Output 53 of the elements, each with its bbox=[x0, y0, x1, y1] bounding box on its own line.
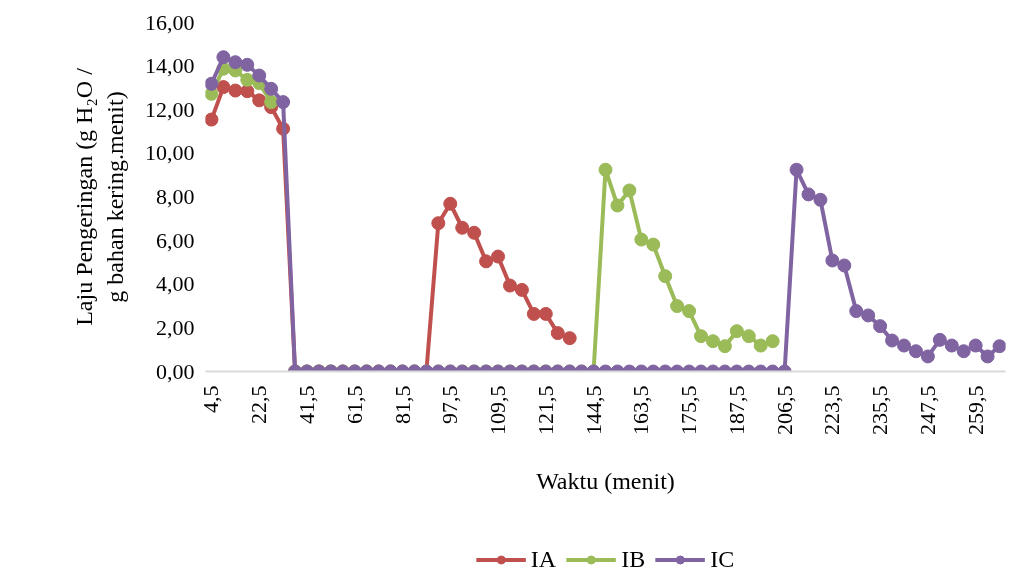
legend-label: IC bbox=[710, 545, 735, 573]
y-tick-label: 2,00 bbox=[156, 314, 195, 340]
x-tick-label: 22,5 bbox=[246, 385, 272, 424]
point bbox=[240, 84, 255, 99]
point bbox=[634, 232, 649, 247]
y-tick-label: 12,00 bbox=[145, 96, 195, 122]
x-tick-label: 206,5 bbox=[771, 385, 797, 435]
point bbox=[240, 72, 255, 87]
point bbox=[610, 198, 625, 213]
point bbox=[646, 237, 661, 252]
point bbox=[252, 93, 267, 108]
x-tick-label: 187,5 bbox=[723, 385, 749, 435]
y-tick-label: 16,00 bbox=[145, 9, 195, 35]
point bbox=[431, 216, 446, 231]
point bbox=[216, 80, 231, 95]
y-tick-label: 0,00 bbox=[156, 358, 195, 384]
x-tick-label: 223,5 bbox=[819, 385, 845, 435]
legend-label: IA bbox=[530, 545, 557, 573]
x-tick-label: 109,5 bbox=[485, 385, 511, 435]
x-tick-label: 4,5 bbox=[198, 385, 224, 413]
point bbox=[622, 183, 637, 198]
x-tick-label: 163,5 bbox=[628, 385, 654, 435]
x-tick-label: 97,5 bbox=[437, 385, 463, 424]
point bbox=[598, 162, 613, 177]
point bbox=[479, 254, 494, 269]
y-tick-label: 14,00 bbox=[145, 53, 195, 79]
y-axis-title: Laju Pengeringan (g H₂O / g bahan kering.menit) bbox=[70, 67, 128, 326]
point bbox=[443, 196, 458, 211]
point bbox=[228, 83, 243, 98]
x-tick-label: 235,5 bbox=[867, 385, 893, 435]
x-tick-label: 259,5 bbox=[962, 385, 988, 435]
x-tick-label: 247,5 bbox=[914, 385, 940, 435]
x-tick-label: 144,5 bbox=[580, 385, 606, 435]
point bbox=[455, 220, 470, 235]
y-tick-label: 6,00 bbox=[156, 227, 195, 253]
x-tick-label: 175,5 bbox=[676, 385, 702, 435]
y-tick-label: 8,00 bbox=[156, 184, 195, 209]
y-tick-label: 4,00 bbox=[156, 271, 195, 297]
x-tick-label: 81,5 bbox=[389, 385, 415, 424]
x-axis-title: Waktu (menit) bbox=[536, 468, 675, 494]
point bbox=[514, 282, 529, 297]
y-tick-label: 10,00 bbox=[145, 140, 195, 166]
x-tick-label: 121,5 bbox=[532, 385, 558, 435]
point bbox=[502, 278, 517, 293]
point bbox=[491, 249, 506, 264]
point bbox=[467, 225, 482, 240]
point bbox=[526, 306, 541, 321]
point bbox=[205, 112, 219, 127]
x-tick-label: 61,5 bbox=[341, 385, 367, 424]
point bbox=[264, 95, 279, 110]
x-tick-label: 41,5 bbox=[293, 385, 319, 424]
point bbox=[538, 306, 553, 321]
legend-label: IB bbox=[621, 545, 646, 573]
